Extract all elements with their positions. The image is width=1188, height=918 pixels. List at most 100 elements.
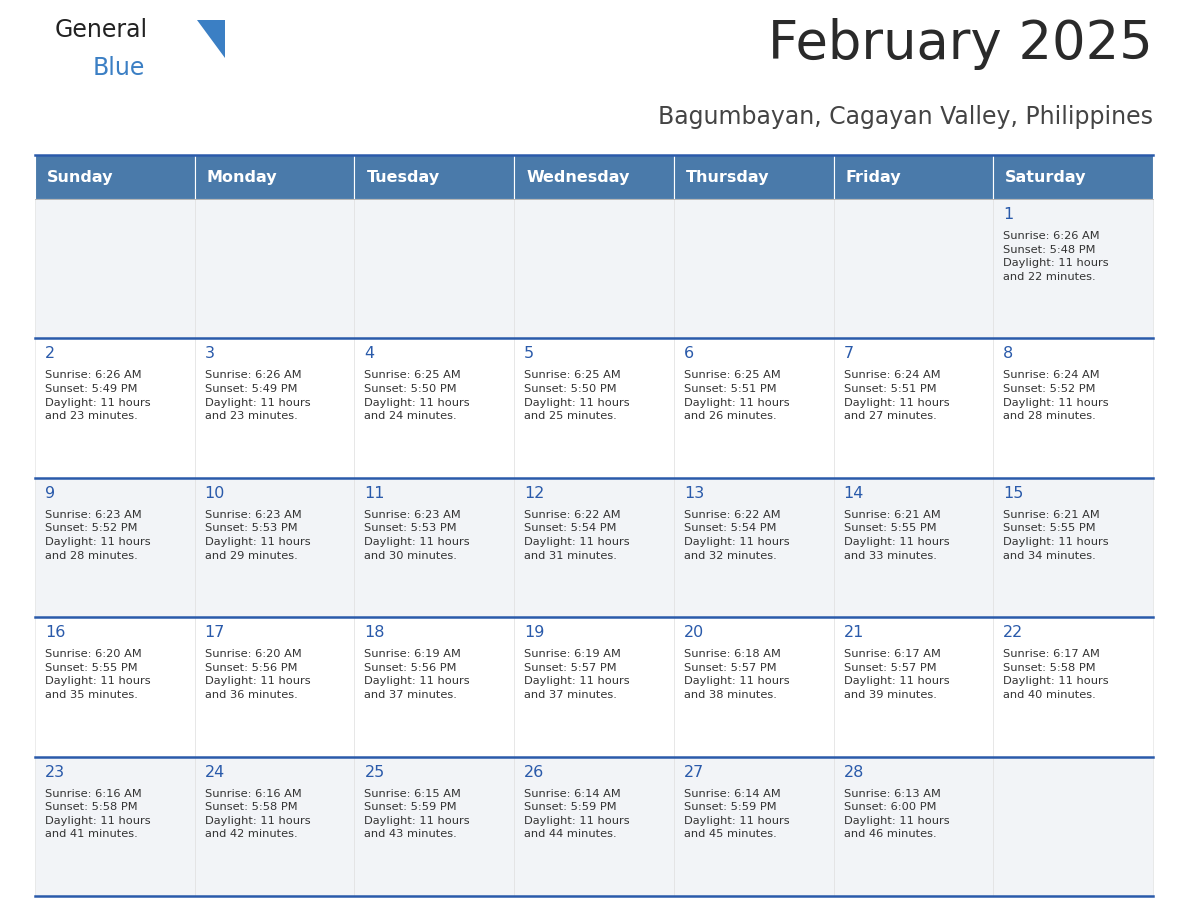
Text: 16: 16: [45, 625, 65, 640]
Bar: [195, 339, 354, 477]
Text: Sunrise: 6:24 AM
Sunset: 5:51 PM
Daylight: 11 hours
and 27 minutes.: Sunrise: 6:24 AM Sunset: 5:51 PM Dayligh…: [843, 370, 949, 421]
Bar: [34, 339, 195, 477]
Text: Friday: Friday: [846, 170, 902, 185]
Bar: [195, 756, 354, 896]
Bar: [993, 199, 1154, 339]
Bar: [34, 477, 195, 617]
Text: Sunrise: 6:22 AM
Sunset: 5:54 PM
Daylight: 11 hours
and 32 minutes.: Sunrise: 6:22 AM Sunset: 5:54 PM Dayligh…: [684, 509, 790, 561]
Text: Thursday: Thursday: [685, 170, 770, 185]
Text: 1: 1: [1004, 207, 1013, 222]
Bar: [834, 155, 993, 199]
Bar: [674, 756, 834, 896]
Bar: [993, 477, 1154, 617]
Polygon shape: [197, 20, 225, 58]
Text: Sunrise: 6:13 AM
Sunset: 6:00 PM
Daylight: 11 hours
and 46 minutes.: Sunrise: 6:13 AM Sunset: 6:00 PM Dayligh…: [843, 789, 949, 839]
Text: 8: 8: [1004, 346, 1013, 362]
Text: 27: 27: [684, 765, 704, 779]
Text: Saturday: Saturday: [1005, 170, 1087, 185]
Bar: [834, 339, 993, 477]
Bar: [34, 155, 195, 199]
Text: Sunrise: 6:17 AM
Sunset: 5:57 PM
Daylight: 11 hours
and 39 minutes.: Sunrise: 6:17 AM Sunset: 5:57 PM Dayligh…: [843, 649, 949, 700]
Bar: [674, 617, 834, 756]
Text: Sunrise: 6:23 AM
Sunset: 5:53 PM
Daylight: 11 hours
and 30 minutes.: Sunrise: 6:23 AM Sunset: 5:53 PM Dayligh…: [365, 509, 470, 561]
Text: Sunrise: 6:26 AM
Sunset: 5:48 PM
Daylight: 11 hours
and 22 minutes.: Sunrise: 6:26 AM Sunset: 5:48 PM Dayligh…: [1004, 231, 1108, 282]
Bar: [195, 155, 354, 199]
Bar: [34, 199, 195, 339]
Text: Sunrise: 6:19 AM
Sunset: 5:57 PM
Daylight: 11 hours
and 37 minutes.: Sunrise: 6:19 AM Sunset: 5:57 PM Dayligh…: [524, 649, 630, 700]
Text: Sunrise: 6:16 AM
Sunset: 5:58 PM
Daylight: 11 hours
and 41 minutes.: Sunrise: 6:16 AM Sunset: 5:58 PM Dayligh…: [45, 789, 151, 839]
Text: 12: 12: [524, 486, 544, 501]
Text: Sunrise: 6:20 AM
Sunset: 5:55 PM
Daylight: 11 hours
and 35 minutes.: Sunrise: 6:20 AM Sunset: 5:55 PM Dayligh…: [45, 649, 151, 700]
Text: 18: 18: [365, 625, 385, 640]
Text: General: General: [55, 18, 148, 42]
Text: Sunrise: 6:24 AM
Sunset: 5:52 PM
Daylight: 11 hours
and 28 minutes.: Sunrise: 6:24 AM Sunset: 5:52 PM Dayligh…: [1004, 370, 1108, 421]
Bar: [195, 477, 354, 617]
Bar: [834, 477, 993, 617]
Text: Blue: Blue: [93, 56, 145, 80]
Text: Sunrise: 6:20 AM
Sunset: 5:56 PM
Daylight: 11 hours
and 36 minutes.: Sunrise: 6:20 AM Sunset: 5:56 PM Dayligh…: [204, 649, 310, 700]
Text: Sunrise: 6:26 AM
Sunset: 5:49 PM
Daylight: 11 hours
and 23 minutes.: Sunrise: 6:26 AM Sunset: 5:49 PM Dayligh…: [204, 370, 310, 421]
Bar: [514, 155, 674, 199]
Text: Tuesday: Tuesday: [366, 170, 440, 185]
Bar: [514, 477, 674, 617]
Text: 15: 15: [1004, 486, 1024, 501]
Text: 14: 14: [843, 486, 864, 501]
Text: Sunrise: 6:19 AM
Sunset: 5:56 PM
Daylight: 11 hours
and 37 minutes.: Sunrise: 6:19 AM Sunset: 5:56 PM Dayligh…: [365, 649, 470, 700]
Bar: [674, 155, 834, 199]
Bar: [195, 199, 354, 339]
Bar: [514, 756, 674, 896]
Bar: [674, 339, 834, 477]
Bar: [34, 617, 195, 756]
Bar: [354, 477, 514, 617]
Text: Sunrise: 6:17 AM
Sunset: 5:58 PM
Daylight: 11 hours
and 40 minutes.: Sunrise: 6:17 AM Sunset: 5:58 PM Dayligh…: [1004, 649, 1108, 700]
Text: 26: 26: [524, 765, 544, 779]
Text: Sunrise: 6:18 AM
Sunset: 5:57 PM
Daylight: 11 hours
and 38 minutes.: Sunrise: 6:18 AM Sunset: 5:57 PM Dayligh…: [684, 649, 790, 700]
Text: 7: 7: [843, 346, 854, 362]
Text: Sunrise: 6:14 AM
Sunset: 5:59 PM
Daylight: 11 hours
and 44 minutes.: Sunrise: 6:14 AM Sunset: 5:59 PM Dayligh…: [524, 789, 630, 839]
Text: Monday: Monday: [207, 170, 277, 185]
Text: 4: 4: [365, 346, 374, 362]
Text: Sunrise: 6:14 AM
Sunset: 5:59 PM
Daylight: 11 hours
and 45 minutes.: Sunrise: 6:14 AM Sunset: 5:59 PM Dayligh…: [684, 789, 790, 839]
Text: Sunday: Sunday: [48, 170, 114, 185]
Bar: [993, 756, 1154, 896]
Bar: [993, 155, 1154, 199]
Text: Sunrise: 6:23 AM
Sunset: 5:52 PM
Daylight: 11 hours
and 28 minutes.: Sunrise: 6:23 AM Sunset: 5:52 PM Dayligh…: [45, 509, 151, 561]
Text: 22: 22: [1004, 625, 1024, 640]
Text: Sunrise: 6:25 AM
Sunset: 5:51 PM
Daylight: 11 hours
and 26 minutes.: Sunrise: 6:25 AM Sunset: 5:51 PM Dayligh…: [684, 370, 790, 421]
Bar: [993, 617, 1154, 756]
Bar: [354, 339, 514, 477]
Bar: [834, 617, 993, 756]
Bar: [834, 199, 993, 339]
Bar: [993, 339, 1154, 477]
Bar: [354, 617, 514, 756]
Text: 20: 20: [684, 625, 704, 640]
Text: Wednesday: Wednesday: [526, 170, 630, 185]
Text: 11: 11: [365, 486, 385, 501]
Bar: [514, 339, 674, 477]
Text: Sunrise: 6:25 AM
Sunset: 5:50 PM
Daylight: 11 hours
and 24 minutes.: Sunrise: 6:25 AM Sunset: 5:50 PM Dayligh…: [365, 370, 470, 421]
Text: 17: 17: [204, 625, 225, 640]
Text: Bagumbayan, Cagayan Valley, Philippines: Bagumbayan, Cagayan Valley, Philippines: [658, 105, 1154, 129]
Text: 10: 10: [204, 486, 225, 501]
Text: Sunrise: 6:23 AM
Sunset: 5:53 PM
Daylight: 11 hours
and 29 minutes.: Sunrise: 6:23 AM Sunset: 5:53 PM Dayligh…: [204, 509, 310, 561]
Text: 23: 23: [45, 765, 65, 779]
Text: Sunrise: 6:25 AM
Sunset: 5:50 PM
Daylight: 11 hours
and 25 minutes.: Sunrise: 6:25 AM Sunset: 5:50 PM Dayligh…: [524, 370, 630, 421]
Bar: [34, 756, 195, 896]
Bar: [354, 155, 514, 199]
Text: Sunrise: 6:16 AM
Sunset: 5:58 PM
Daylight: 11 hours
and 42 minutes.: Sunrise: 6:16 AM Sunset: 5:58 PM Dayligh…: [204, 789, 310, 839]
Text: 25: 25: [365, 765, 385, 779]
Bar: [514, 617, 674, 756]
Bar: [195, 617, 354, 756]
Text: Sunrise: 6:21 AM
Sunset: 5:55 PM
Daylight: 11 hours
and 33 minutes.: Sunrise: 6:21 AM Sunset: 5:55 PM Dayligh…: [843, 509, 949, 561]
Text: Sunrise: 6:26 AM
Sunset: 5:49 PM
Daylight: 11 hours
and 23 minutes.: Sunrise: 6:26 AM Sunset: 5:49 PM Dayligh…: [45, 370, 151, 421]
Text: 13: 13: [684, 486, 704, 501]
Bar: [674, 199, 834, 339]
Text: 9: 9: [45, 486, 55, 501]
Text: 6: 6: [684, 346, 694, 362]
Text: 28: 28: [843, 765, 864, 779]
Bar: [354, 199, 514, 339]
Text: Sunrise: 6:15 AM
Sunset: 5:59 PM
Daylight: 11 hours
and 43 minutes.: Sunrise: 6:15 AM Sunset: 5:59 PM Dayligh…: [365, 789, 470, 839]
Text: Sunrise: 6:22 AM
Sunset: 5:54 PM
Daylight: 11 hours
and 31 minutes.: Sunrise: 6:22 AM Sunset: 5:54 PM Dayligh…: [524, 509, 630, 561]
Bar: [514, 199, 674, 339]
Text: 21: 21: [843, 625, 864, 640]
